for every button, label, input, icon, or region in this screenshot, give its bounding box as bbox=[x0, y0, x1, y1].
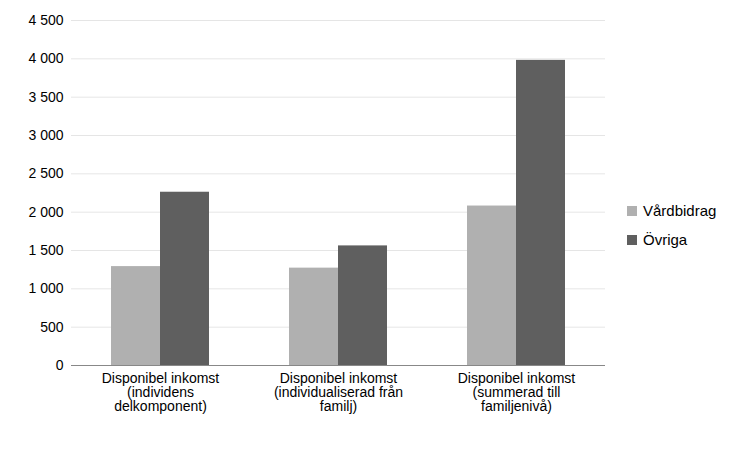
svg-text:1 000: 1 000 bbox=[28, 280, 63, 296]
svg-text:Disponibel inkomst(summerad ti: Disponibel inkomst(summerad tillfamiljen… bbox=[458, 370, 576, 414]
html-text:Vårdbidrag: Vårdbidrag bbox=[643, 202, 717, 219]
html-text:Övriga: Övriga bbox=[643, 231, 688, 248]
svg-text:4 000: 4 000 bbox=[28, 50, 63, 66]
svg-text:2 000: 2 000 bbox=[28, 204, 63, 220]
svg-text:3 000: 3 000 bbox=[28, 127, 63, 143]
svg-text:1 500: 1 500 bbox=[28, 242, 63, 258]
svg-text:4 500: 4 500 bbox=[28, 12, 63, 28]
svg-text:Disponibel inkomst(individensd: Disponibel inkomst(individensdelkomponen… bbox=[102, 370, 220, 414]
svg-text:Disponibel inkomst(individuali: Disponibel inkomst(individualiserad från… bbox=[274, 370, 403, 414]
svg-text:3 500: 3 500 bbox=[28, 89, 63, 105]
svg-text:500: 500 bbox=[40, 319, 64, 335]
svg-text:0: 0 bbox=[56, 357, 64, 373]
svg-text:2 500: 2 500 bbox=[28, 165, 63, 181]
